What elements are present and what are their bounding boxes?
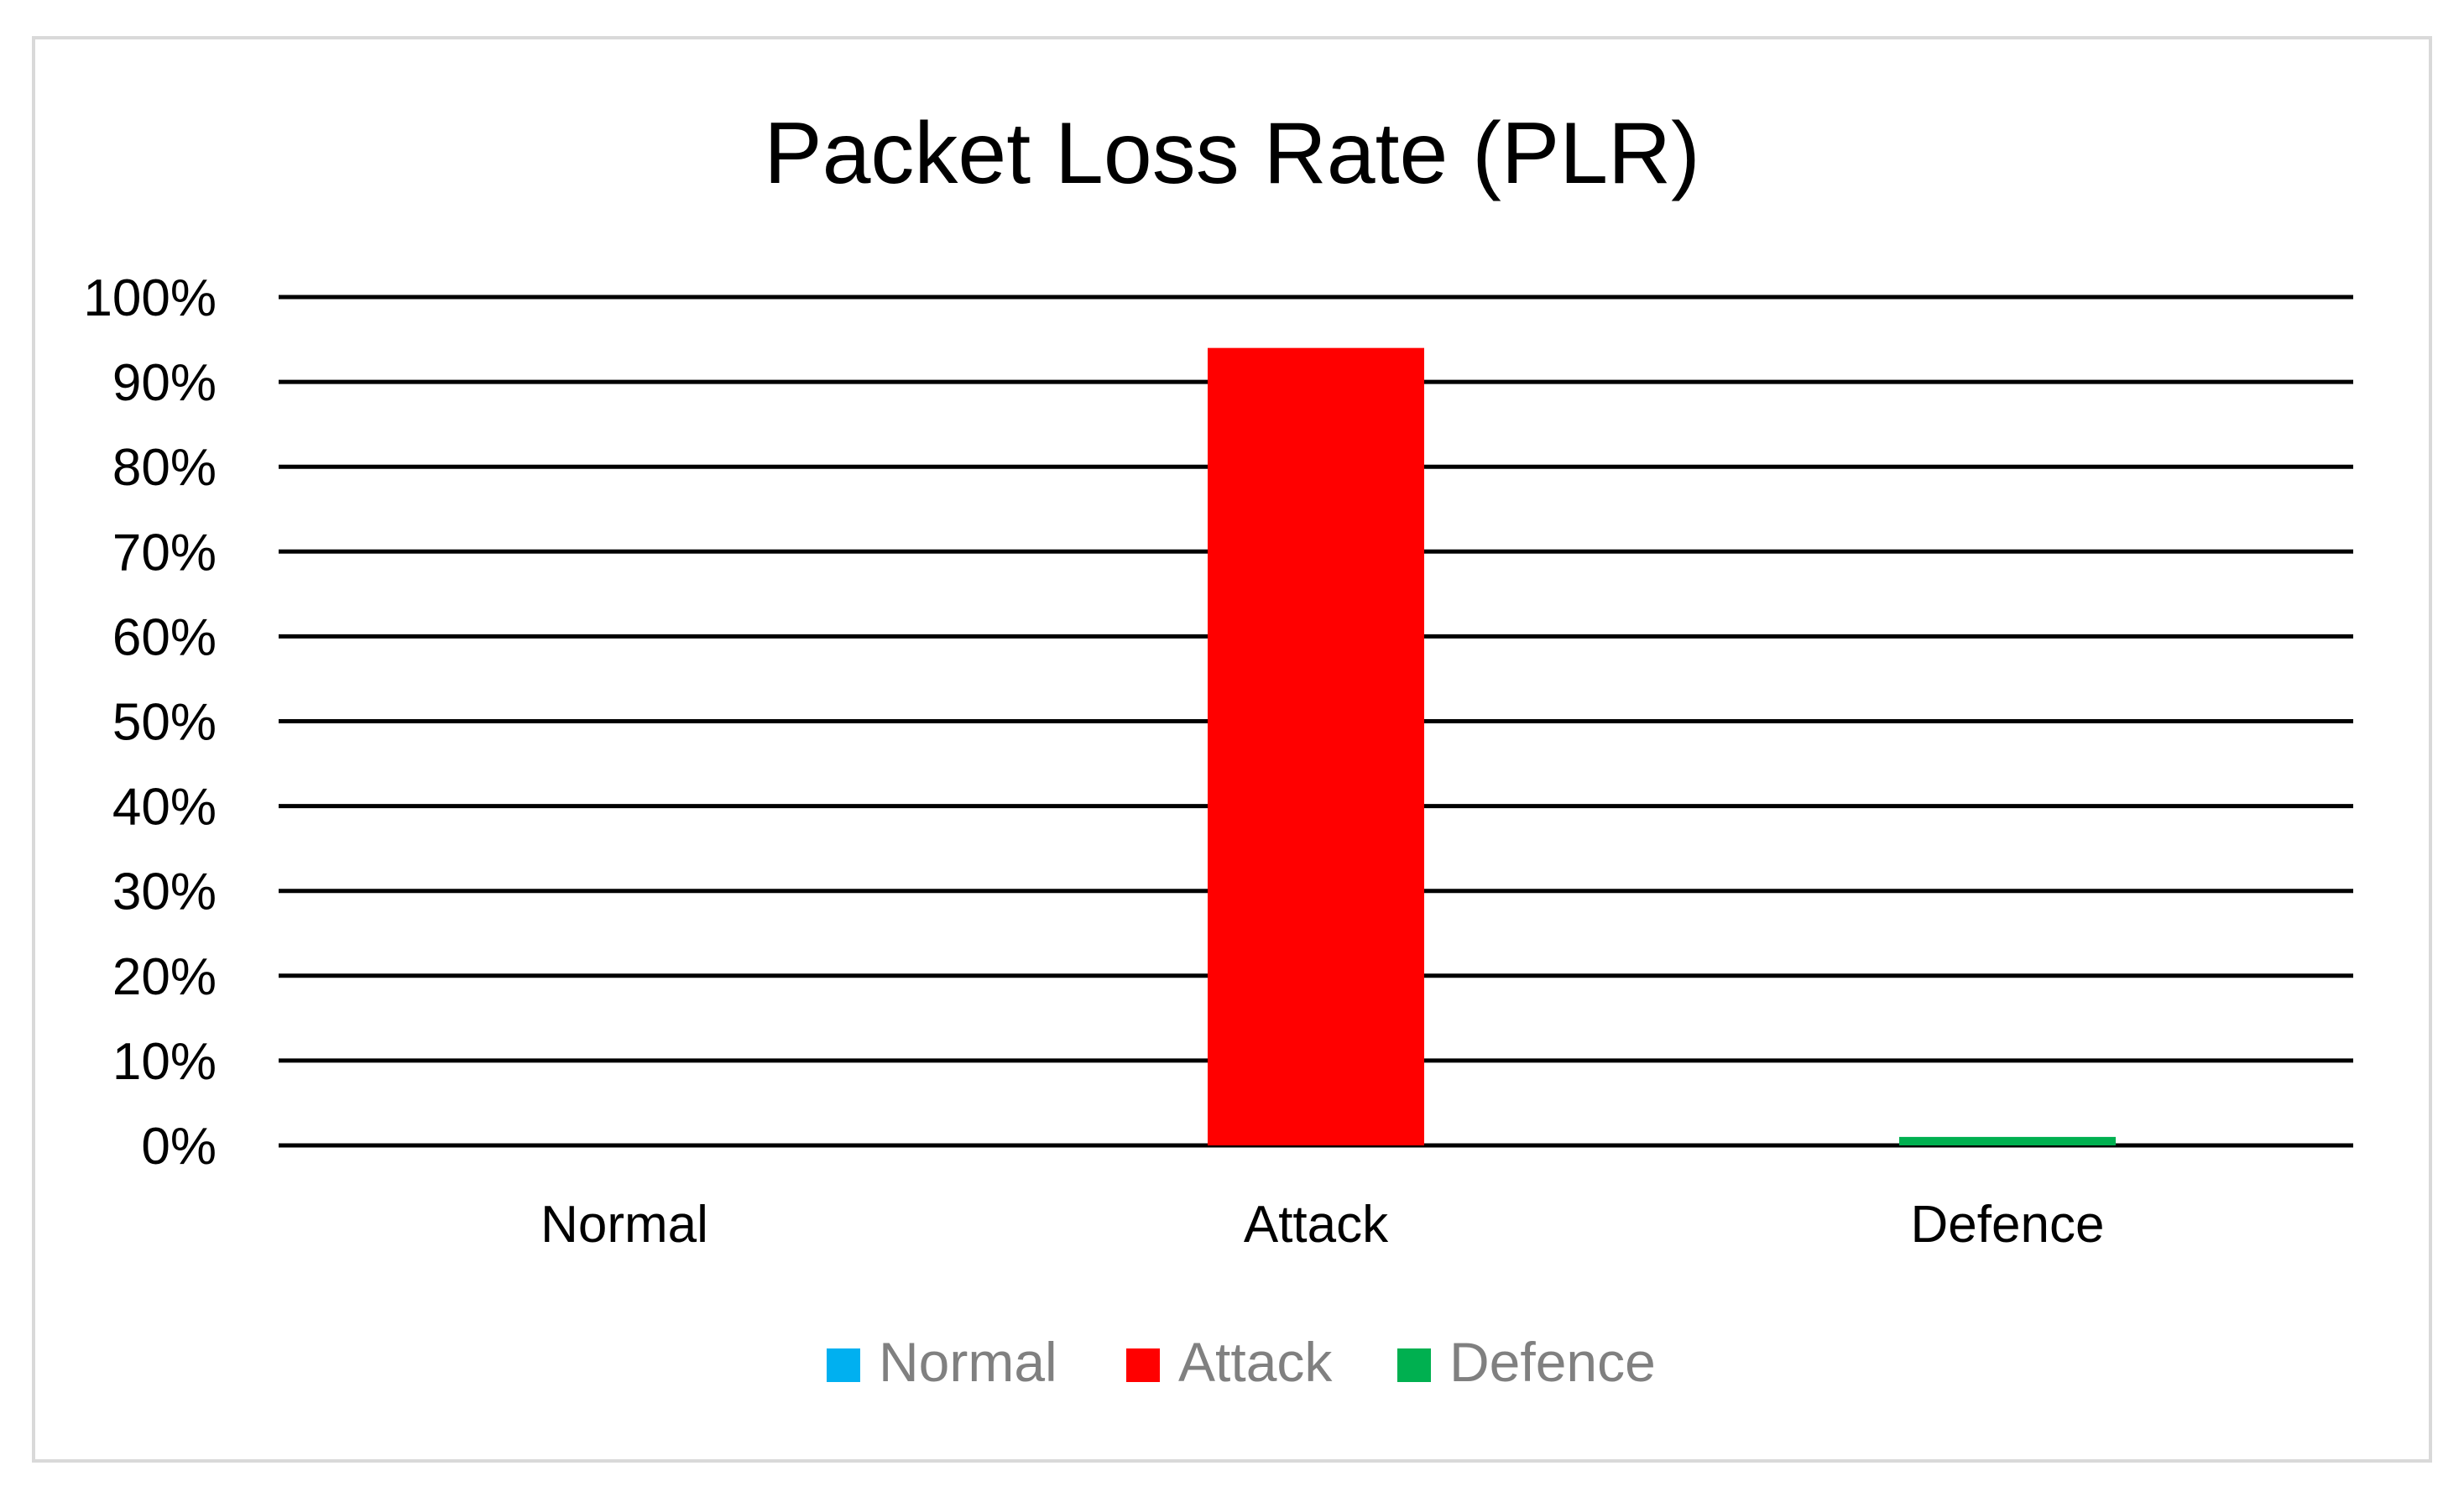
y-tick-label: 0% <box>141 1118 217 1176</box>
y-tick-label: 20% <box>112 948 217 1006</box>
x-category-label: Normal <box>540 1196 708 1254</box>
y-tick-label: 30% <box>112 863 217 921</box>
y-tick-label: 50% <box>112 694 217 752</box>
legend-label: Normal <box>879 1331 1057 1393</box>
bar-attack <box>1208 347 1424 1145</box>
y-tick-label: 70% <box>112 524 217 582</box>
legend-swatch <box>827 1348 860 1382</box>
legend-label: Defence <box>1449 1331 1656 1393</box>
y-axis-tick-labels: 0% 10% 20% 30% 40% 50% 60% 70% 80% 90% 100% <box>83 269 217 1176</box>
legend: Normal Attack Defence <box>827 1331 1656 1393</box>
y-tick-label: 100% <box>83 269 217 327</box>
x-axis-category-labels: Normal Attack Defence <box>540 1196 2104 1254</box>
legend-swatch <box>1126 1348 1160 1382</box>
y-tick-label: 60% <box>112 608 217 666</box>
x-category-label: Attack <box>1244 1196 1389 1254</box>
x-category-label: Defence <box>1911 1196 2105 1254</box>
bar-defence <box>1899 1136 2116 1145</box>
y-tick-label: 80% <box>112 439 217 497</box>
y-tick-label: 40% <box>112 779 217 837</box>
chart-title: Packet Loss Rate (PLR) <box>764 105 1700 202</box>
y-tick-label: 10% <box>112 1033 217 1091</box>
y-tick-label: 90% <box>112 354 217 412</box>
bars <box>1208 347 2116 1145</box>
legend-label: Attack <box>1178 1331 1333 1393</box>
legend-swatch <box>1397 1348 1431 1382</box>
